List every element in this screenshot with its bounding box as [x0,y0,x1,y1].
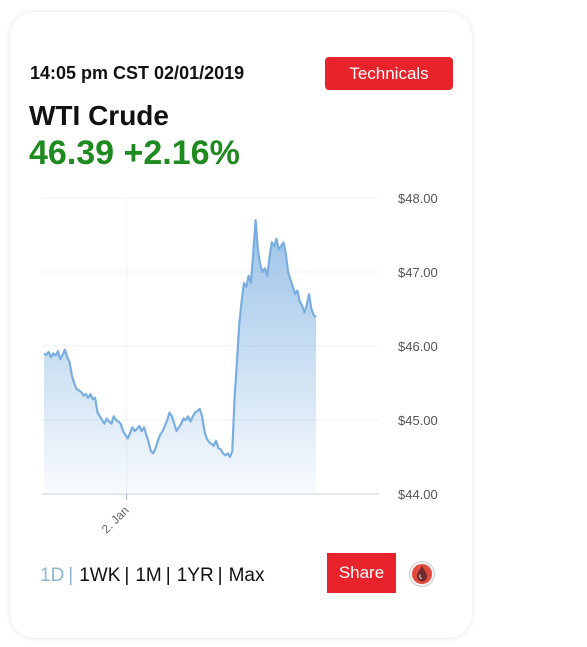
quote-line: 46.39 +2.16% [29,134,240,173]
price-change: +2.16% [123,134,240,172]
range-separator: | [217,565,223,586]
quote-card: 14:05 pm CST 02/01/2019 Technicals WTI C… [10,12,472,638]
range-separator: | [124,565,130,586]
y-tick-label: $47.00 [398,265,438,280]
range-max[interactable]: Max [228,565,265,586]
range-1d[interactable]: 1D [40,565,65,586]
last-price: 46.39 [29,134,115,172]
range-separator: | [165,565,171,586]
y-tick-label: $46.00 [398,339,438,354]
instrument-name: WTI Crude [29,100,169,131]
range-selector: 1D | 1WK | 1M | 1YR | Max [40,565,265,587]
share-button[interactable]: Share [327,553,396,593]
y-tick-label: $45.00 [398,413,438,428]
quote-timestamp: 14:05 pm CST 02/01/2019 [30,63,245,83]
range-1yr[interactable]: 1YR [176,565,214,586]
range-separator: | [68,565,74,586]
y-tick-label: $44.00 [398,487,438,502]
price-chart: $48.00 $47.00 $46.00 $45.00 $44.00 2. Jan [42,191,438,536]
range-1m[interactable]: 1M [135,565,162,586]
range-1wk[interactable]: 1WK [79,565,121,586]
technicals-button[interactable]: Technicals [325,57,453,90]
y-tick-label: $48.00 [398,191,438,206]
price-series-line [43,219,317,459]
oil-drop-icon[interactable] [409,561,435,587]
x-tick-label: 2. Jan [99,503,132,536]
price-area-fill [44,220,316,494]
